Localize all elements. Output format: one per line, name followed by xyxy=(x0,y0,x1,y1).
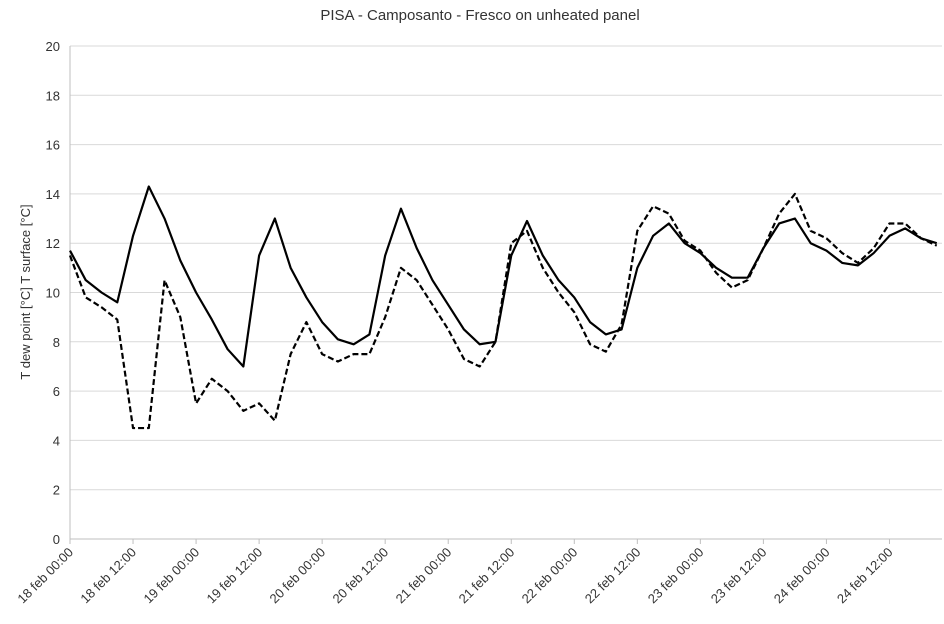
y-tick-label: 14 xyxy=(46,187,60,202)
y-tick-label: 4 xyxy=(53,433,60,448)
y-tick-label: 6 xyxy=(53,384,60,399)
x-tick-label: 24 feb 00:00 xyxy=(771,545,833,607)
y-axis-label: T dew point [°C] T surface [°C] xyxy=(18,204,33,379)
x-tick-label: 19 feb 00:00 xyxy=(140,545,202,607)
x-tick-label: 22 feb 00:00 xyxy=(519,545,581,607)
series-line xyxy=(69,185,938,368)
y-tick-label: 2 xyxy=(53,483,60,498)
y-tick-label: 10 xyxy=(46,286,60,301)
y-tick-label: 8 xyxy=(53,335,60,350)
y-tick-label: 20 xyxy=(46,39,60,54)
y-tick-label: 0 xyxy=(53,532,60,547)
series-line xyxy=(68,192,938,430)
y-tick-label: 12 xyxy=(46,236,60,251)
x-tick-label: 24 feb 12:00 xyxy=(834,545,896,607)
chart-title: PISA - Camposanto - Fresco on unheated p… xyxy=(320,7,639,24)
x-tick-label: 20 feb 00:00 xyxy=(267,545,329,607)
x-tick-label: 18 feb 00:00 xyxy=(14,545,76,607)
x-tick-label: 18 feb 12:00 xyxy=(77,545,139,607)
x-tick-label: 23 feb 12:00 xyxy=(708,545,770,607)
x-tick-label: 21 feb 00:00 xyxy=(393,545,455,607)
x-tick-label: 23 feb 00:00 xyxy=(645,545,707,607)
y-tick-label: 16 xyxy=(46,138,60,153)
y-tick-label: 18 xyxy=(46,88,60,103)
x-tick-label: 19 feb 12:00 xyxy=(204,545,266,607)
x-tick-label: 21 feb 12:00 xyxy=(456,545,518,607)
x-tick-label: 20 feb 12:00 xyxy=(330,545,392,607)
x-tick-label: 22 feb 12:00 xyxy=(582,545,644,607)
